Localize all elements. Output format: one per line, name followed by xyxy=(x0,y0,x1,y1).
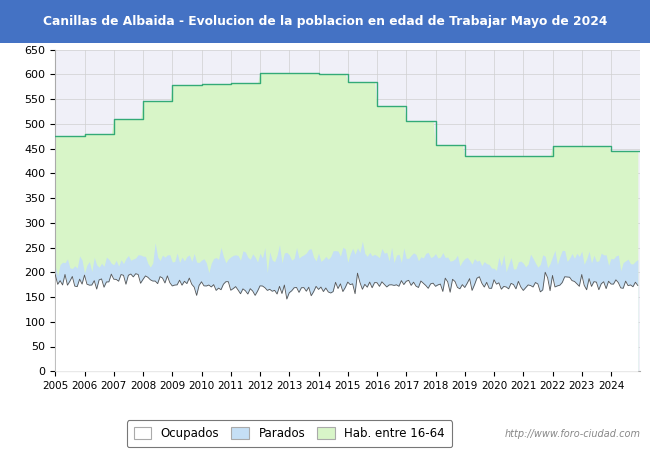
Text: http://www.foro-ciudad.com: http://www.foro-ciudad.com xyxy=(504,429,640,439)
Text: Canillas de Albaida - Evolucion de la poblacion en edad de Trabajar Mayo de 2024: Canillas de Albaida - Evolucion de la po… xyxy=(43,15,607,28)
Legend: Ocupados, Parados, Hab. entre 16-64: Ocupados, Parados, Hab. entre 16-64 xyxy=(127,420,452,447)
